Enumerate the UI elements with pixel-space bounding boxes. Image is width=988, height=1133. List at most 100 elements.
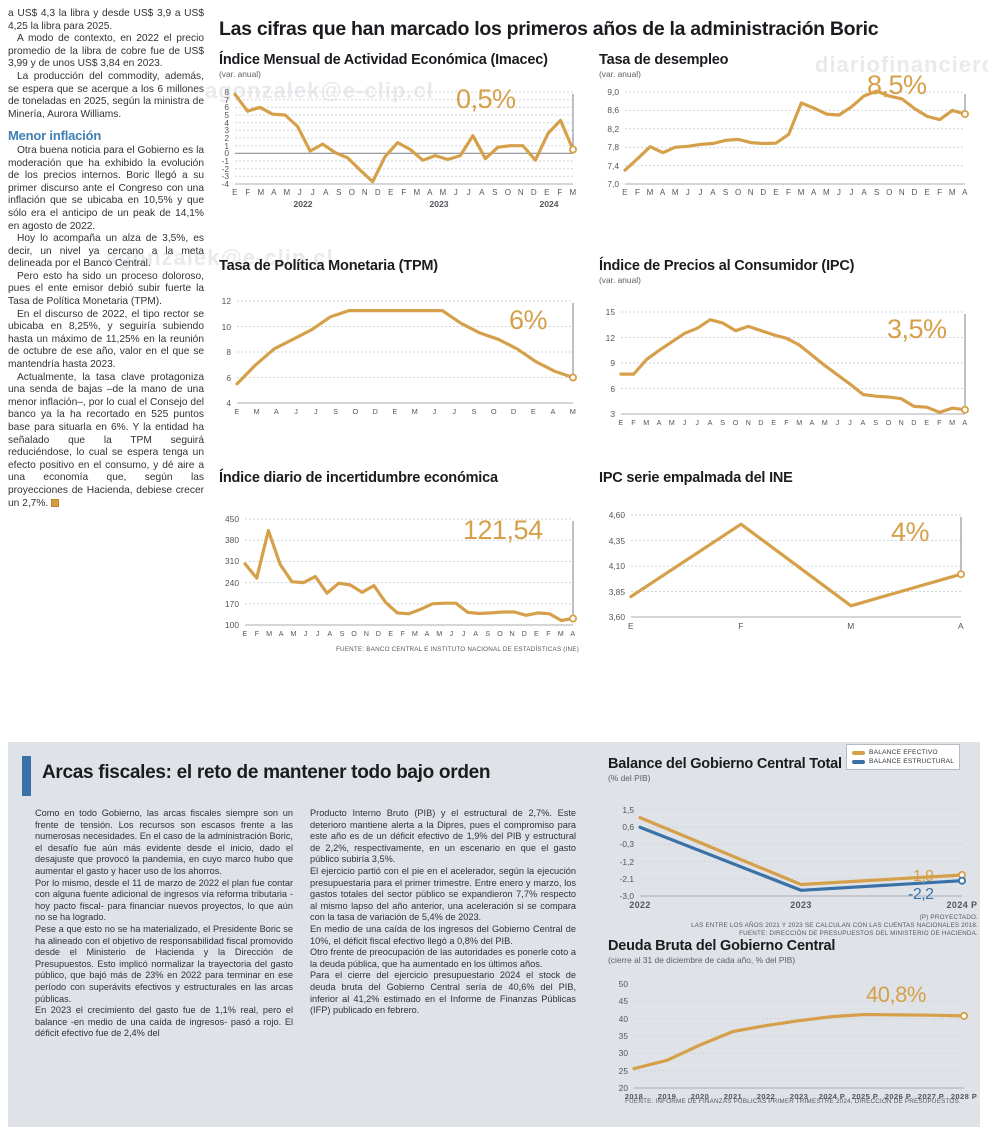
- plot-area: 4,60 4,35 4,10 3,85 3,60 E F M A 4%: [599, 493, 971, 643]
- y-axis-label: 4: [224, 117, 229, 128]
- x-axis-label: M: [646, 188, 654, 197]
- x-axis-label: O: [885, 418, 892, 427]
- chart-svg: [233, 91, 577, 185]
- y-axis-label: 10: [221, 321, 231, 332]
- x-axis-label: D: [375, 629, 382, 638]
- story-paragraph: La producción del commodity, además, se …: [8, 70, 204, 120]
- x-axis-label: M: [643, 418, 650, 427]
- highlight-value: 6%: [509, 305, 548, 335]
- y-axis-label: 0,6: [622, 822, 634, 833]
- x-axis-label: N: [745, 418, 752, 427]
- bottom-headline: Arcas fiscales: el reto de mantener todo…: [42, 762, 491, 783]
- plot-area: 12 10 8 6 4 E M A J J S O D E M J J S O D E A M 6%: [219, 281, 579, 429]
- x-axis-label: F: [245, 188, 251, 197]
- x-axis-label: 2025 P: [851, 1092, 879, 1101]
- chart-svg: [638, 809, 966, 897]
- x-axis-label: M: [557, 629, 565, 638]
- x-axis-label: S: [485, 629, 491, 638]
- highlight-value: 3,5%: [887, 314, 947, 344]
- story-paragraph-text: Actualmente, la tasa clave protagoniza u…: [8, 371, 204, 509]
- chart-desempleo: Tasa de desempleo (var. anual) 9,0 8,6 8,2 7,…: [599, 52, 971, 206]
- bottom-paragraph: Otro frente de preocupación de las autor…: [310, 947, 576, 969]
- x-axis-label: D: [911, 418, 917, 427]
- y-axis-label: 9: [610, 358, 615, 368]
- chart-note: FUENTE: DIRECCIÓN DE PRESUPUESTOS DEL MI…: [739, 930, 978, 937]
- plot-area: 450 380 310 240 170 100 E F M A M J J A S O N D E F M A M J J A S O…: [219, 493, 579, 651]
- x-axis-label: M: [266, 629, 273, 638]
- y-axis-label: 12: [605, 332, 615, 343]
- x-axis-label: A: [479, 188, 485, 197]
- x-axis-label: 2020: [690, 1092, 710, 1101]
- x-axis-label: A: [962, 418, 968, 427]
- x-axis-label: A: [323, 188, 329, 197]
- story-paragraph: A modo de contexto, en 2022 el precio pr…: [8, 33, 204, 70]
- chart-legend: BALANCE EFECTIVO BALANCE ESTRUCTURAL: [846, 744, 961, 770]
- x-axis-label: E: [924, 188, 931, 197]
- top-section: a US$ 4,3 la libra y desde US$ 3,9 a US$…: [8, 8, 971, 653]
- plot-area: 50 45 40 35 30 25 20 2018 2019 2020 2021 2022 2023 20…: [608, 972, 978, 1112]
- x-axis-label: O: [490, 407, 497, 416]
- chart-title: Deuda Bruta del Gobierno Central: [608, 938, 836, 954]
- y-axis-label: 450: [225, 514, 239, 524]
- x-axis-label: A: [707, 418, 713, 427]
- x-axis-label: J: [315, 629, 320, 638]
- x-axis-label: A: [424, 629, 430, 638]
- y-axis-label: 6: [610, 383, 615, 394]
- x-axis-label: S: [492, 188, 498, 197]
- legend-swatch: [852, 750, 865, 755]
- x-axis-label: A: [550, 407, 556, 416]
- x-axis-label: M: [822, 188, 831, 197]
- highlight-value: 8,5%: [867, 70, 927, 100]
- x-axis-label: M: [413, 188, 421, 197]
- x-axis-label: E: [388, 629, 394, 638]
- x-axis-label: D: [510, 407, 517, 416]
- end-point-marker: [960, 110, 969, 119]
- bottom-paragraph: Por lo mismo, desde el 11 de marzo de 20…: [35, 877, 293, 923]
- plot-area: 9,0 8,6 8,2 7,8 7,4 7,0 E F M A M J J A S O N D E F M A M J J A S O…: [599, 70, 971, 206]
- x-axis-label: N: [747, 188, 754, 197]
- x-axis-year-label: 2024: [539, 199, 559, 209]
- x-axis-year-label: 2023: [429, 199, 449, 209]
- x-axis-label: J: [682, 418, 687, 427]
- x-axis-label: 2024 P: [946, 900, 978, 910]
- x-axis-label: J: [836, 188, 842, 197]
- y-axis-label: 9,0: [607, 87, 619, 97]
- series-end-label: -2,2: [908, 886, 934, 903]
- chart-title: Índice diario de incertidumbre económica: [219, 470, 498, 486]
- x-axis-label: A: [861, 188, 868, 197]
- x-axis-label: F: [254, 629, 260, 638]
- x-axis-year-label: 2022: [293, 199, 313, 209]
- end-mark-icon: [51, 498, 60, 507]
- chart-title: Balance del Gobierno Central Total: [608, 756, 842, 772]
- y-axis-label: 170: [225, 598, 239, 609]
- x-axis-label: E: [771, 418, 777, 427]
- x-axis-label: J: [695, 418, 700, 427]
- x-axis-label: F: [937, 188, 943, 197]
- chart-svg: [632, 983, 968, 1089]
- x-axis-label: J: [449, 629, 454, 638]
- plot-area: 8 7 6 5 4 3 2 1 0 -1 -2 -3 -4 E F M A M J J A S O N D E F M A M J J A S O N…: [219, 84, 579, 209]
- x-axis-label: E: [544, 188, 550, 197]
- chart-incertidumbre: Índice diario de incertidumbre económica…: [219, 470, 579, 653]
- bottom-text-column-2: Producto Interno Bruto (PIB) y el estruc…: [310, 808, 576, 1017]
- end-point-marker: [568, 614, 577, 623]
- y-axis-label: 4,10: [608, 561, 625, 571]
- x-axis-label: J: [452, 407, 457, 416]
- y-axis-label: 8,6: [607, 105, 619, 116]
- bottom-charts: Balance del Gobierno Central Total (% del…: [600, 742, 980, 1127]
- x-axis-label: M: [257, 188, 265, 197]
- y-axis-label: 5: [224, 110, 229, 120]
- chart-source: FUENTE: BANCO CENTRAL E INSTITUTO NACION…: [335, 646, 579, 653]
- end-point-marker: [568, 373, 577, 382]
- x-axis-label: F: [401, 188, 407, 197]
- x-axis-label: J: [849, 188, 854, 197]
- bottom-paragraph: El ejercicio partió con el pie en el ace…: [310, 865, 576, 923]
- x-axis-label: M: [253, 407, 261, 416]
- highlight-value: 4%: [891, 517, 930, 547]
- x-axis-label: J: [685, 188, 691, 197]
- y-axis-label: 8: [226, 347, 231, 357]
- series-end-label: -1,9: [908, 868, 934, 885]
- y-axis-label: 4,60: [608, 510, 625, 520]
- x-axis-label: M: [569, 407, 577, 416]
- x-axis-label: M: [411, 407, 419, 416]
